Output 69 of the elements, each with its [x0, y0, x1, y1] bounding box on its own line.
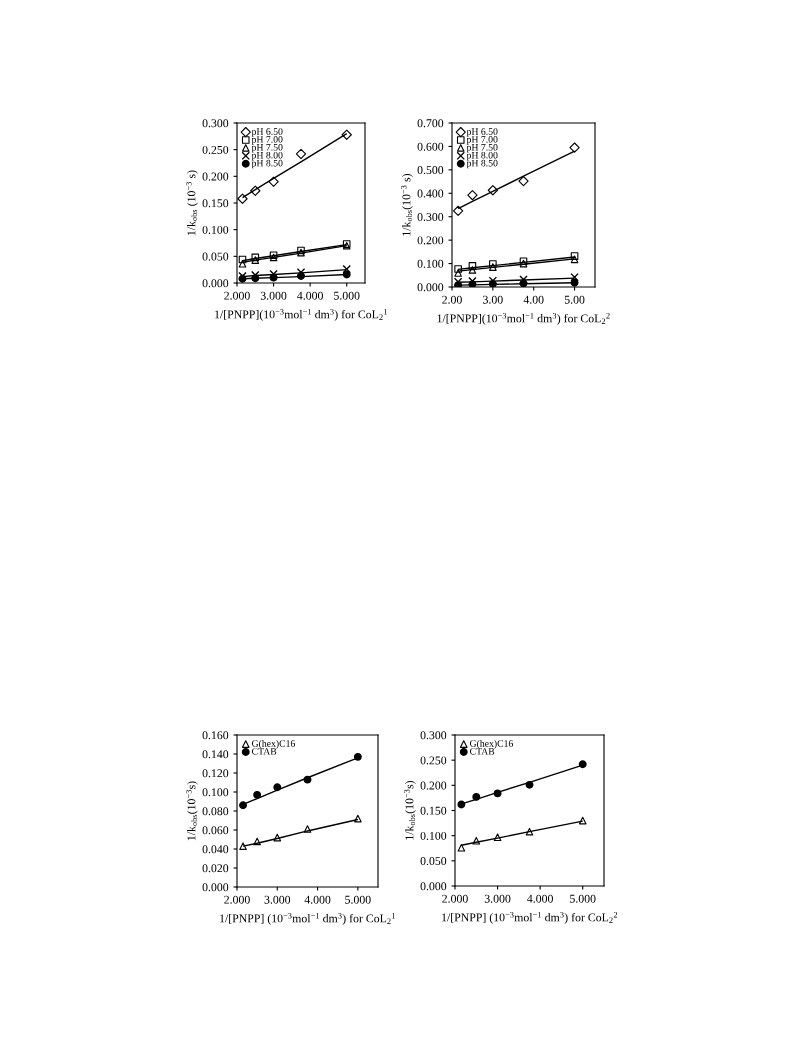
y-tick-label: 0.250 — [420, 756, 447, 765]
y-tick-label: 0.100 — [202, 225, 229, 234]
y-tick-label: 0.040 — [202, 845, 229, 854]
legend-label: pH 8.50 — [251, 159, 283, 169]
legend-label: pH 7.00 — [251, 136, 283, 145]
legend-label: pH 6.50 — [251, 128, 283, 137]
x-tick-label: 5.000 — [345, 895, 371, 904]
x-tick-label: 4.000 — [304, 895, 331, 904]
x-tick-label: 3.00 — [483, 295, 503, 304]
x-tick-label: 3.000 — [484, 894, 511, 903]
y-tick-label: 0.300 — [202, 119, 229, 128]
y-tick-label: 0.160 — [202, 731, 229, 740]
y-axis-title: 1/k$_{obs}$(10$^{−3}$s) — [186, 781, 198, 841]
y-tick-label: 0.250 — [202, 145, 229, 154]
x-tick-label: 5.000 — [334, 291, 360, 300]
legend-label: pH 7.50 — [251, 144, 283, 153]
y-tick-label: 0.120 — [202, 769, 229, 778]
y-axis-title: 1/k$_{obs}$(10$^{−3}$s) — [404, 780, 416, 840]
text: 1/[PNPP](10$^{−3}$mol$^{−1}$ dm$^{3}$) for CoL$_{2}$$^{1}$ — [215, 308, 388, 321]
x-tick-label: 2.00 — [442, 295, 462, 304]
y-tick-label: 0.100 — [417, 259, 444, 268]
y-tick-label: 0.000 — [202, 279, 229, 288]
text: 1/[PNPP] (10$^{−3}$mol$^{−1}$ dm$^{3}$) for CoL$_{2}$$^{2}$ — [442, 911, 618, 924]
x-tick-label: 5.00 — [564, 295, 585, 304]
legend-label: pH 7.00 — [466, 136, 498, 145]
text: 1/[PNPP](10$^{−3}$mol$^{−1}$ dm$^{3}$) for CoL$_{2}$$^{2}$ — [437, 312, 610, 325]
x-tick-label: 2.000 — [442, 894, 468, 903]
y-tick-label: 0.300 — [420, 731, 447, 740]
y-tick-label: 0.200 — [420, 781, 447, 790]
y-tick-label: 0.600 — [417, 142, 444, 151]
legend-label: pH 7.50 — [466, 144, 498, 153]
legend-label: pH 6.50 — [466, 128, 498, 137]
legend-label: G(hex)C16 — [251, 739, 296, 749]
y-tick-label: 0.020 — [202, 864, 229, 873]
x-tick-label: 5.000 — [570, 894, 596, 903]
y-tick-label: 0.200 — [417, 236, 444, 245]
y-tick-label: 0.300 — [417, 212, 444, 221]
y-tick-label: 0.150 — [202, 199, 229, 208]
legend-label: pH 8.00 — [466, 151, 498, 161]
y-tick-label: 0.000 — [420, 882, 447, 891]
y-tick-label: 0.400 — [417, 189, 444, 198]
legend-label: pH 8.00 — [251, 151, 283, 161]
x-tick-label: 4.000 — [297, 291, 323, 300]
x-tick-label: 2.000 — [224, 895, 250, 904]
y-tick-label: 0.200 — [202, 172, 229, 181]
y-tick-label: 0.060 — [202, 826, 229, 835]
y-axis-title: 1/k$_{obs}$ (10$^{−3}$ s) — [186, 170, 198, 236]
x-tick-label: 4.00 — [523, 295, 544, 304]
x-tick-label: 2.000 — [224, 291, 250, 300]
legend-label: CTAB — [469, 748, 495, 755]
legend-label: G(hex)C16 — [469, 739, 514, 749]
x-tick-label: 3.000 — [264, 895, 291, 904]
y-tick-label: 0.150 — [420, 806, 447, 815]
y-tick-label: 0.080 — [202, 807, 229, 816]
y-tick-label: 0.500 — [417, 166, 444, 175]
y-tick-label: 0.100 — [202, 788, 229, 797]
y-tick-label: 0.700 — [417, 119, 444, 128]
text: 1/[PNPP] (10$^{−3}$mol$^{−1}$ dm$^{3}$) for CoL$_{2}$$^{1}$ — [220, 912, 396, 925]
y-tick-label: 0.050 — [420, 857, 447, 866]
y-axis-title: 1/k$_{obs}$(10$^{−3}$ s) — [401, 173, 413, 236]
x-tick-label: 3.000 — [260, 291, 287, 300]
x-tick-label: 4.000 — [527, 894, 553, 903]
y-tick-label: 0.140 — [202, 750, 229, 759]
y-tick-label: 0.050 — [202, 252, 229, 261]
y-tick-label: 0.000 — [417, 283, 444, 292]
y-tick-label: 0.000 — [202, 883, 229, 892]
legend-label: pH 8.50 — [466, 159, 498, 169]
legend-label: CTAB — [251, 748, 277, 755]
y-tick-label: 0.100 — [420, 831, 447, 840]
